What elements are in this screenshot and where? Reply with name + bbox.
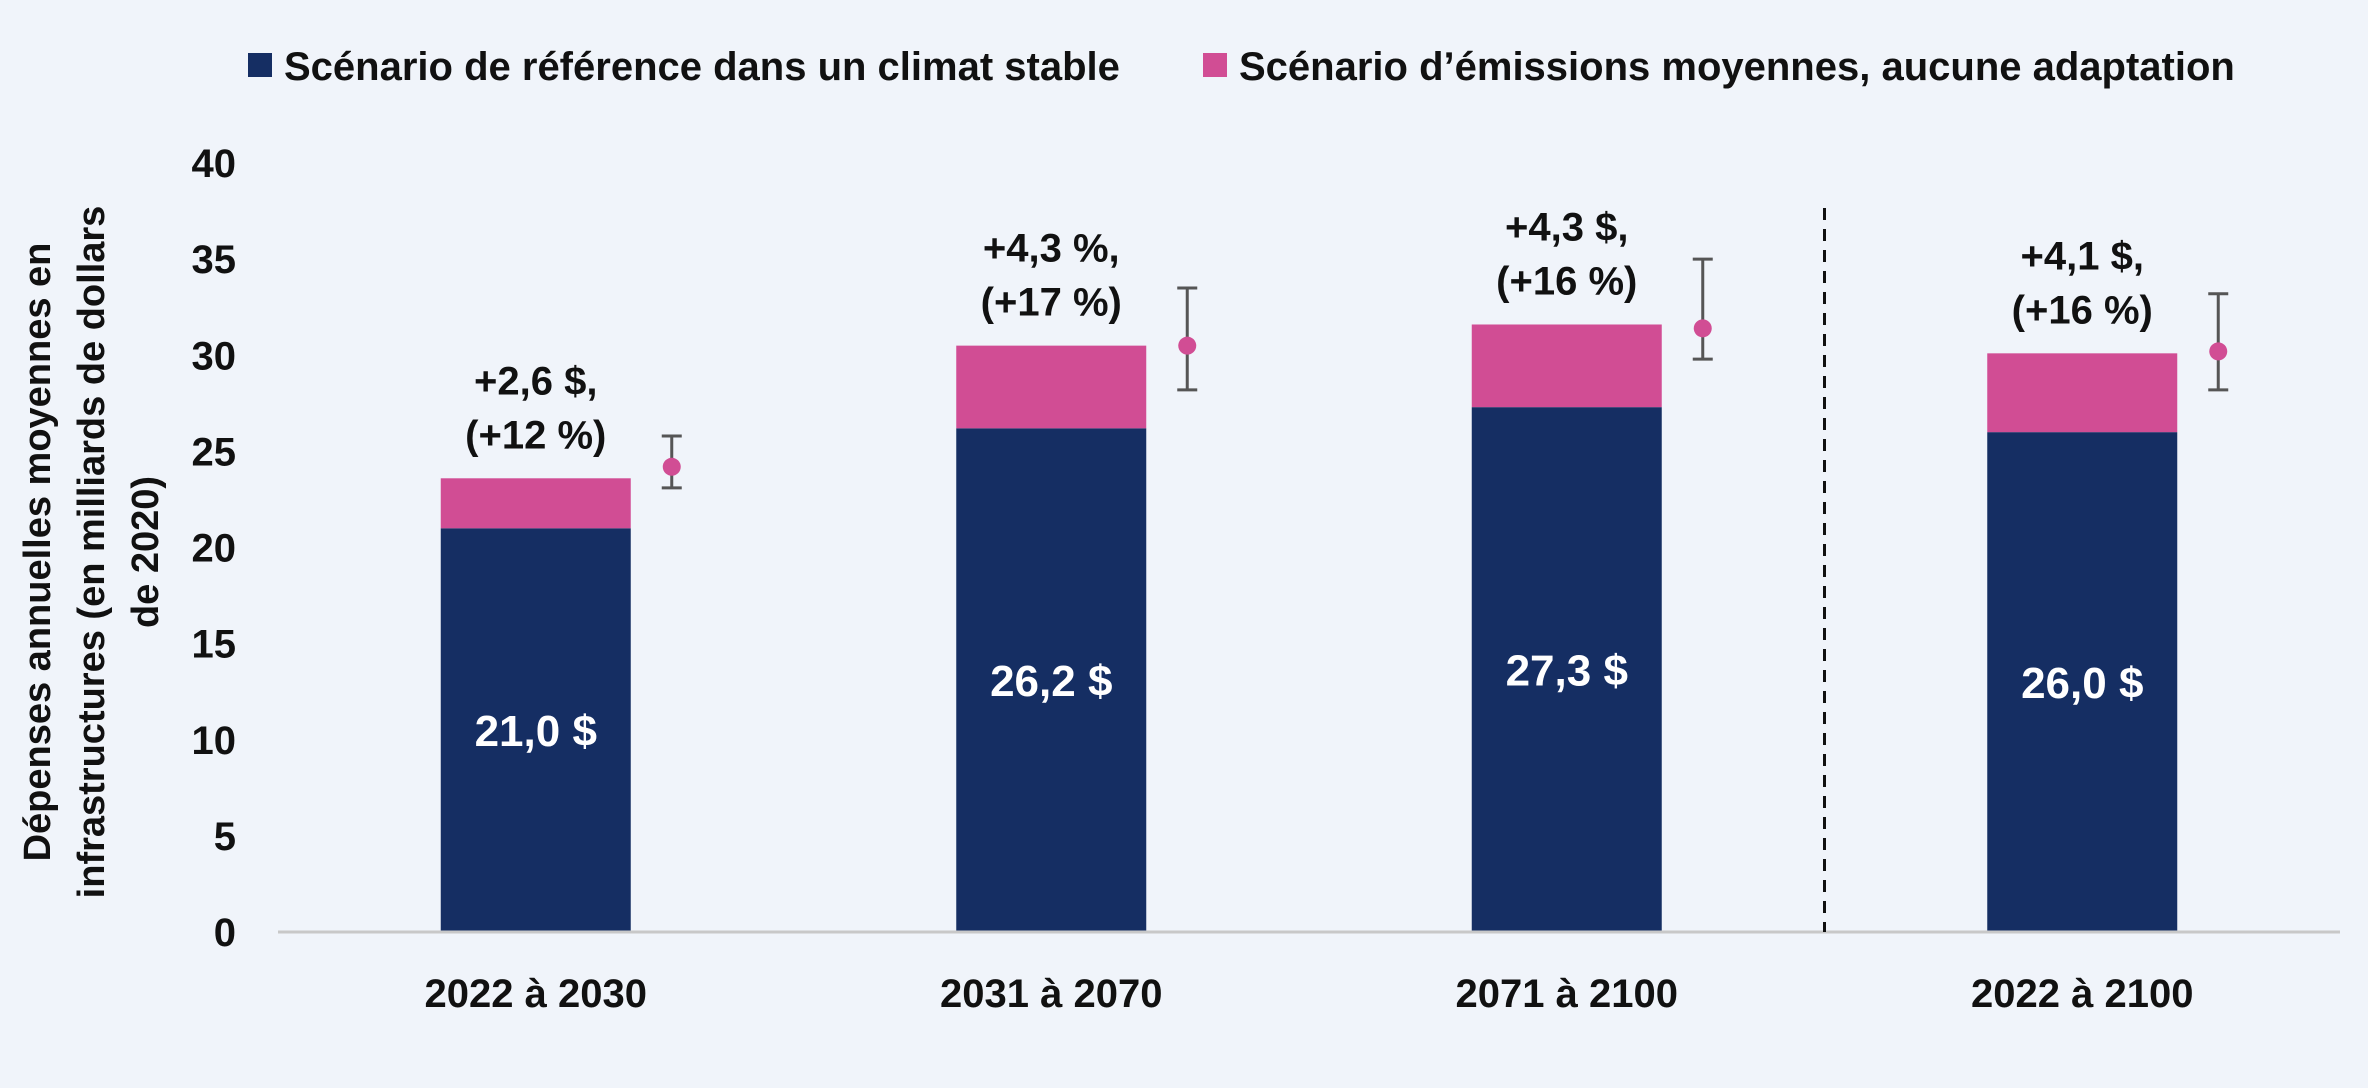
error-bar-point	[1178, 336, 1197, 355]
bar-annotation-line-2: (+12 %)	[465, 413, 606, 457]
bar-annotation-line-1: +4,3 $,	[1505, 205, 1628, 249]
x-category-label: 2022 à 2030	[425, 972, 647, 1016]
x-category-label: 2031 à 2070	[940, 972, 1162, 1016]
bars: 21,0 $ 26,2 $ 27,3 $ 26,0 $	[440, 324, 2178, 933]
x-category-label: 2022 à 2100	[1971, 972, 2193, 1016]
y-axis-title-line-2: de 2020)	[125, 476, 167, 628]
bar-segment-0-2	[1471, 407, 1662, 933]
bar-annotation-line-1: +2,6 $,	[474, 359, 597, 403]
bar-annotation-line-2: (+16 %)	[2012, 288, 2153, 332]
bar-segment-0-0	[440, 528, 631, 932]
error-bar-point	[2209, 342, 2228, 361]
legend: Scénario de référence dans un climat sta…	[248, 45, 2235, 89]
y-axis-title: Dépenses annuelles moyennes en infrastruc…	[17, 206, 167, 899]
bar-value-label: 26,0 $	[2021, 659, 2143, 708]
bar-annotations: +2,6 $, (+12 %) +4,3 %, (+17 %) +4,3 $, (+16 …	[465, 205, 2153, 457]
bar-segment-0-1	[956, 428, 1147, 932]
bar-segment-1-2	[1471, 324, 1662, 408]
error-bar-point	[662, 457, 681, 476]
bar-segment-1-0	[440, 478, 631, 529]
y-tick-label: 15	[192, 623, 237, 667]
y-tick-label: 40	[192, 142, 237, 186]
y-tick-label: 0	[214, 911, 236, 955]
y-axis-title-line-0: Dépenses annuelles moyennes en	[17, 243, 59, 862]
legend-swatch-0	[248, 53, 272, 77]
y-tick-label: 10	[192, 719, 237, 763]
y-tick-label: 5	[214, 815, 236, 859]
x-category-label: 2071 à 2100	[1456, 972, 1678, 1016]
bar-annotation-line-1: +4,1 $,	[2021, 234, 2144, 278]
x-axis-categories: 2022 à 2030 2031 à 2070 2071 à 2100 2022 à …	[425, 972, 2194, 1016]
bar-segment-1-1	[956, 345, 1147, 429]
y-axis-title-line-1: infrastructures (en milliards de dollars	[71, 206, 113, 899]
bar-value-label: 26,2 $	[990, 657, 1112, 706]
bar-annotation-line-2: (+17 %)	[981, 281, 1122, 325]
y-tick-label: 35	[192, 238, 237, 282]
y-tick-label: 30	[192, 334, 237, 378]
legend-label-0: Scénario de référence dans un climat sta…	[284, 45, 1120, 89]
bar-value-label: 27,3 $	[1506, 647, 1628, 696]
bar-value-label: 21,0 $	[475, 707, 597, 756]
legend-swatch-1	[1203, 53, 1227, 77]
y-tick-label: 25	[192, 430, 237, 474]
bar-annotation-line-2: (+16 %)	[1496, 259, 1637, 303]
bar-annotation-line-1: +4,3 %,	[983, 227, 1120, 271]
y-tick-label: 20	[192, 527, 237, 571]
error-bar-point	[1693, 319, 1712, 338]
bar-segment-0-3	[1987, 432, 2178, 932]
bar-segment-1-3	[1987, 353, 2178, 433]
legend-label-1: Scénario d’émissions moyennes, aucune ad…	[1239, 45, 2235, 89]
y-axis-ticks: 0 5 10 15 20 25 30 35 40	[192, 142, 237, 955]
error-bars	[661, 257, 2229, 490]
